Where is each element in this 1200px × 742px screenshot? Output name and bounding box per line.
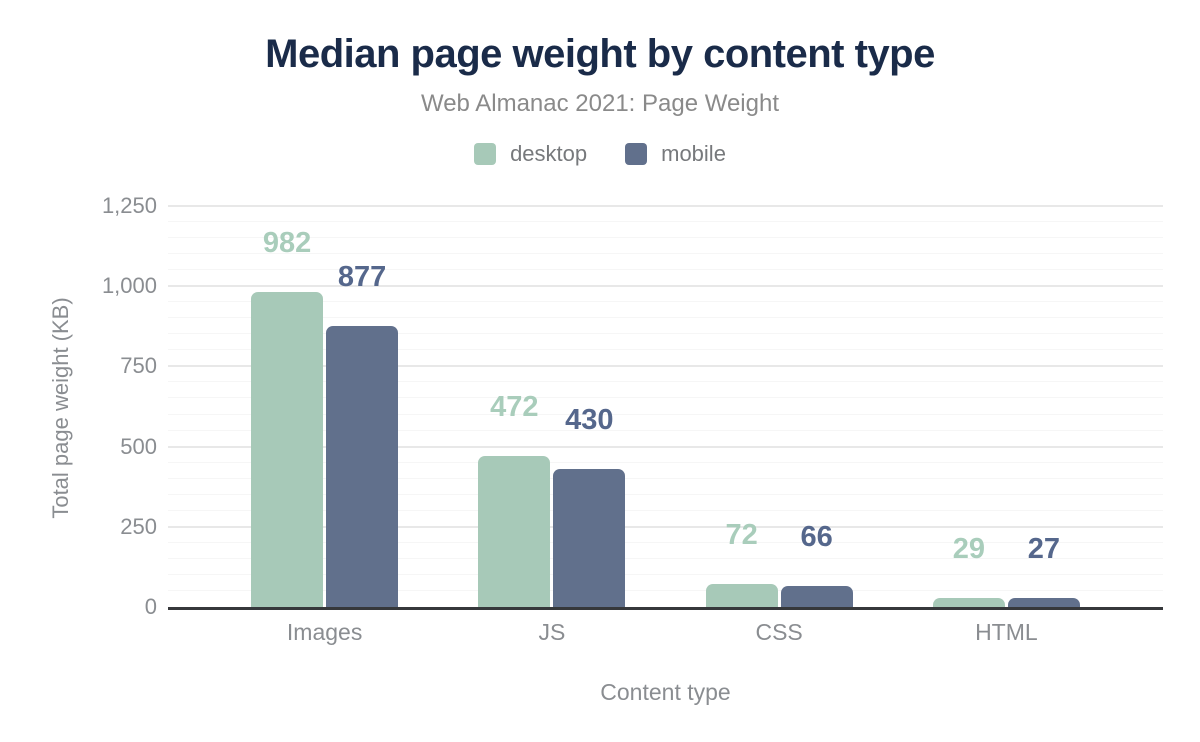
gridline-minor (168, 221, 1163, 223)
x-tick-label-js: JS (538, 619, 566, 645)
legend: desktop mobile (0, 140, 1200, 168)
legend-label-mobile: mobile (661, 141, 726, 166)
bar-mobile-js[interactable] (553, 469, 626, 607)
gridline-minor (168, 317, 1163, 319)
gridline-minor (168, 573, 1163, 575)
value-label-mobile-css: 66 (800, 520, 833, 553)
gridline-minor (168, 509, 1163, 511)
gridline-minor (168, 269, 1163, 271)
legend-swatch-desktop (474, 143, 497, 165)
gridline-major (168, 365, 1163, 368)
y-tick-label: 250 (120, 513, 157, 539)
gridline-minor (168, 237, 1163, 239)
bar-desktop-images[interactable] (251, 291, 324, 607)
legend-swatch-mobile (625, 143, 648, 165)
gridline-minor (168, 493, 1163, 495)
bar-desktop-html[interactable] (932, 597, 1005, 607)
value-label-desktop-html: 29 (952, 532, 985, 565)
bar-mobile-images[interactable] (326, 325, 399, 607)
gridline-minor (168, 397, 1163, 399)
value-label-mobile-js: 430 (565, 404, 614, 437)
value-label-desktop-js: 472 (490, 390, 539, 423)
gridline-minor (168, 429, 1163, 431)
chart-title: Median page weight by content type (265, 32, 935, 76)
plot-area: 982 877 472 430 72 66 29 27 (168, 205, 1163, 610)
y-tick-label: 750 (120, 353, 157, 379)
value-label-mobile-images: 877 (337, 260, 387, 293)
gridline-major (168, 525, 1163, 528)
gridline-minor (168, 349, 1163, 351)
gridline-minor (168, 541, 1163, 543)
y-tick-label: 0 (144, 594, 157, 619)
bar-desktop-js[interactable] (478, 455, 551, 607)
bar-mobile-css[interactable] (780, 585, 853, 607)
legend-item-desktop[interactable]: desktop (474, 141, 587, 167)
x-axis-ticks: Images JS CSS HTML (168, 619, 1163, 645)
gridline-major (168, 445, 1163, 448)
gridline-minor (168, 413, 1163, 415)
x-axis-title: Content type (600, 679, 731, 705)
y-tick-label: 500 (120, 433, 157, 459)
chart-subtitle: Web Almanac 2021: Page Weight (420, 90, 779, 117)
value-label-mobile-html: 27 (1027, 533, 1060, 566)
legend-item-mobile[interactable]: mobile (625, 141, 726, 167)
gridline-major (168, 285, 1163, 288)
legend-label-desktop: desktop (510, 141, 588, 166)
bar-desktop-css[interactable] (705, 583, 778, 607)
value-label-desktop-images: 982 (262, 226, 312, 259)
gridline-minor (168, 461, 1163, 463)
gridline-minor (168, 381, 1163, 383)
y-tick-label: 1,250 (101, 193, 157, 218)
gridline-minor (168, 253, 1163, 255)
gridline-minor (168, 477, 1163, 479)
x-tick-label-images: Images (286, 619, 363, 645)
gridline-major (168, 205, 1163, 207)
x-axis-line (168, 607, 1163, 610)
gridline-minor (168, 333, 1163, 335)
y-axis-ticks: 0 250 500 750 1,000 1,250 (0, 195, 157, 618)
gridline-minor (168, 301, 1163, 303)
y-tick-label: 1,000 (101, 273, 157, 299)
x-tick-label-css: CSS (755, 619, 803, 645)
value-label-desktop-css: 72 (725, 518, 758, 551)
x-tick-label-html: HTML (975, 619, 1038, 645)
gridline-minor (168, 557, 1163, 559)
gridline-minor (168, 589, 1163, 591)
bar-mobile-html[interactable] (1007, 598, 1080, 607)
